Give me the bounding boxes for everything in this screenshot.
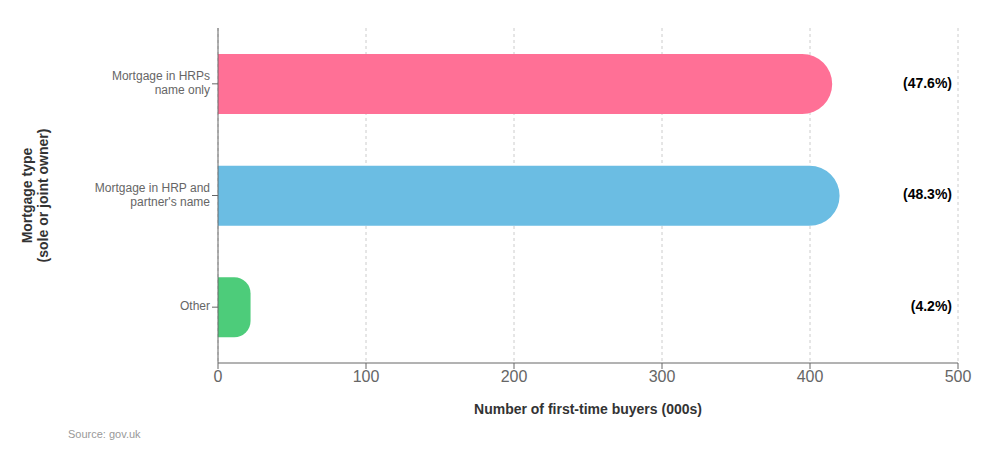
- svg-text:(48.3%): (48.3%): [903, 186, 952, 202]
- svg-text:(47.6%): (47.6%): [903, 75, 952, 91]
- svg-text:Mortgage in HRP andpartner's n: Mortgage in HRP andpartner's name: [95, 181, 211, 209]
- svg-text:0: 0: [214, 368, 223, 385]
- svg-text:(4.2%): (4.2%): [911, 298, 952, 314]
- svg-text:200: 200: [501, 368, 528, 385]
- svg-text:Other: Other: [180, 299, 210, 313]
- svg-text:Mortgage type(sole or joint ow: Mortgage type(sole or joint owner): [19, 129, 51, 263]
- svg-text:100: 100: [353, 368, 380, 385]
- svg-text:300: 300: [649, 368, 676, 385]
- svg-text:Number of first-time buyers (0: Number of first-time buyers (000s): [474, 401, 702, 417]
- svg-text:500: 500: [945, 368, 972, 385]
- html-text:Source: gov.uk: Source: gov.uk: [68, 428, 141, 440]
- svg-text:Mortgage in HRPsname only: Mortgage in HRPsname only: [112, 69, 210, 97]
- svg-text:400: 400: [797, 368, 824, 385]
